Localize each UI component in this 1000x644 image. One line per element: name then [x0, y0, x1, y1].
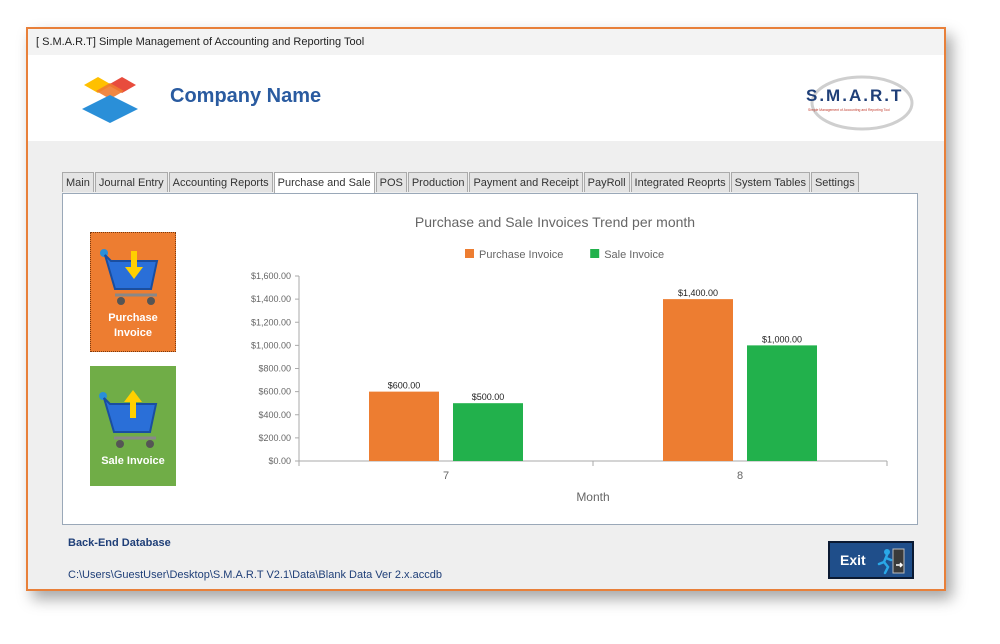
legend-swatch-1	[590, 249, 600, 258]
x-axis-label: Month	[576, 490, 609, 504]
tab-bar: Main Journal Entry Accounting Reports Purch…	[62, 172, 860, 193]
backend-db-label: Back-End Database	[68, 537, 171, 549]
bar-purchase-invoice	[663, 299, 733, 461]
y-tick-label: $1,400.00	[251, 294, 291, 304]
data-label: $1,400.00	[678, 288, 718, 298]
sale-invoice-button[interactable]: Sale Invoice	[90, 366, 176, 486]
bar-sale-invoice	[453, 403, 523, 461]
invoice-trend-chart: Purchase and Sale Invoices Trend per mon…	[251, 214, 888, 504]
tab-payment-and-receipt[interactable]: Payment and Receipt	[469, 172, 583, 192]
purchase-invoice-label-1: Purchase	[108, 312, 158, 324]
legend-label-0: Purchase Invoice	[479, 249, 563, 261]
smart-brand: S.M.A.R.T	[806, 86, 903, 105]
x-tick-label: 8	[737, 470, 743, 482]
smart-tagline: Simple Management of Accounting and Repo…	[808, 108, 890, 112]
y-tick-label: $1,600.00	[251, 271, 291, 281]
company-name: Company Name	[170, 85, 322, 107]
exit-label: Exit	[840, 552, 866, 568]
tab-accounting-reports[interactable]: Accounting Reports	[168, 172, 273, 192]
data-label: $600.00	[388, 381, 421, 391]
chart-title: Purchase and Sale Invoices Trend per mon…	[415, 214, 695, 230]
smart-logo: S.M.A.R.T Simple Management of Accountin…	[806, 75, 914, 131]
y-tick-label: $600.00	[258, 387, 291, 397]
window-title: [ S.M.A.R.T] Simple Management of Accoun…	[28, 29, 944, 55]
y-tick-label: $1,000.00	[251, 340, 291, 350]
backend-db-path: C:\Users\GuestUser\Desktop\S.M.A.R.T V2.…	[68, 569, 442, 581]
purchase-invoice-button[interactable]: Purchase Invoice	[90, 232, 176, 352]
cart-up-arrow-icon	[99, 390, 158, 448]
bar-purchase-invoice	[369, 391, 439, 461]
running-man-exit-icon	[877, 548, 905, 575]
data-label: $500.00	[472, 392, 505, 402]
header: Company Name S.M.A.R.T Simple Management…	[28, 55, 944, 141]
y-tick-label: $800.00	[258, 364, 291, 374]
y-tick-label: $0.00	[268, 456, 291, 466]
y-tick-label: $400.00	[258, 410, 291, 420]
tab-settings[interactable]: Settings	[810, 172, 859, 192]
data-label: $1,000.00	[762, 334, 802, 344]
tab-purchase-and-sale[interactable]: Purchase and Sale	[273, 172, 375, 193]
tab-pos[interactable]: POS	[375, 172, 407, 192]
y-tick-label: $1,200.00	[251, 317, 291, 327]
tab-integrated-reoprts[interactable]: Integrated Reoprts	[630, 172, 730, 192]
sale-invoice-label: Sale Invoice	[101, 455, 165, 467]
legend-swatch-0	[465, 249, 474, 258]
tab-panel-purchase-sale: Purchase Invoice Sale Invoice Purchase a…	[62, 193, 918, 525]
tab-system-tables[interactable]: System Tables	[730, 172, 810, 192]
exit-button[interactable]: Exit	[828, 541, 914, 579]
y-tick-label: $200.00	[258, 433, 291, 443]
tab-journal-entry[interactable]: Journal Entry	[94, 172, 168, 192]
company-logo-icon	[82, 77, 138, 123]
legend-label-1: Sale Invoice	[604, 249, 664, 261]
bar-sale-invoice	[747, 345, 817, 461]
app-window: [ S.M.A.R.T] Simple Management of Accoun…	[26, 27, 946, 591]
tab-production[interactable]: Production	[407, 172, 469, 192]
cart-down-arrow-icon	[100, 249, 159, 305]
tab-payroll[interactable]: PayRoll	[583, 172, 630, 192]
x-tick-label: 7	[443, 470, 449, 482]
purchase-invoice-label-2: Invoice	[114, 327, 152, 339]
tab-main[interactable]: Main	[62, 172, 94, 192]
